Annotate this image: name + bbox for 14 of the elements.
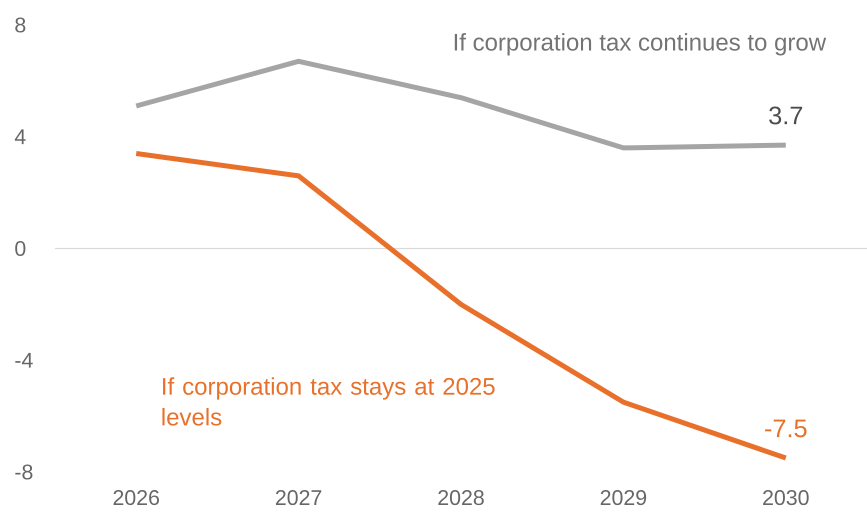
y-tick-label: 4 (14, 129, 26, 144)
x-tick-label: 2028 (438, 490, 484, 506)
y-tick-label: 0 (15, 240, 26, 256)
x-tick-label: 2026 (114, 490, 159, 506)
x-tick-label: 2029 (600, 490, 646, 506)
series-label: If corporation tax continues to grow (454, 33, 826, 56)
x-tick-label: 2027 (276, 490, 322, 506)
x-tick-label: 2030 (763, 490, 809, 506)
data-label: -7.5 (765, 420, 807, 438)
y-tick-label: -8 (15, 464, 32, 480)
series-label: If corporation tax stays at 2025 levels (162, 377, 495, 426)
y-tick-label: -4 (15, 352, 33, 368)
y-tick-label: 8 (15, 17, 26, 33)
data-label: 3.7 (769, 106, 802, 124)
